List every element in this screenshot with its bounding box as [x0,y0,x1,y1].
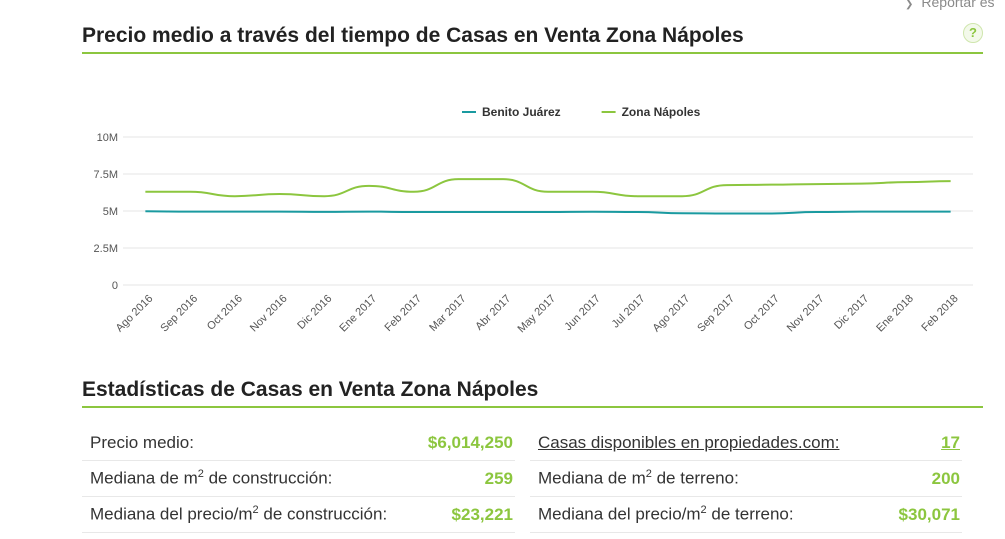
stats-title: Estadísticas de Casas en Venta Zona Nápo… [82,378,983,408]
stat-label: Mediana de m2 de terreno: [538,468,739,488]
x-tick-label: Jul 2017 [610,293,648,331]
y-tick-label: 7.5M [94,169,118,181]
stat-row-mediana-terreno: Mediana de m2 de terreno: 200 [530,461,962,497]
stats-left-column: Precio medio: $6,014,250 Mediana de m2 d… [82,425,515,533]
x-tick-label: Oct 2017 [742,293,782,333]
chevron-right-icon: ❯ [905,0,914,10]
x-tick-label: Abr 2017 [473,293,513,333]
stat-value: 200 [931,468,960,488]
y-tick-label: 10M [97,132,118,144]
stat-label: Mediana del precio/m2 de terreno: [538,504,794,524]
stat-value: $6,014,250 [427,432,513,452]
x-tick-label: Feb 2018 [919,293,960,334]
help-icon[interactable]: ? [963,23,983,43]
stat-row-mediana-construccion: Mediana de m2 de construcción: 259 [82,461,515,497]
chart-title: Precio medio a través del tiempo de Casa… [82,24,983,54]
y-tick-label: 5M [103,206,118,218]
x-tick-label: Ago 2017 [651,293,693,335]
x-tick-label: Nov 2017 [785,293,827,335]
x-tick-label: Ago 2016 [114,293,156,335]
x-tick-label: Jun 2017 [562,293,602,333]
report-link[interactable]: ❯ Reportar es [905,0,995,10]
x-tick-label: Mar 2017 [427,293,468,334]
stat-value: 259 [484,468,513,488]
x-tick-label: Nov 2016 [248,293,290,335]
legend-label: Zona Nápoles [622,105,701,119]
stat-label: Mediana del precio/m2 de construcción: [90,504,388,524]
stat-label: Precio medio: [90,432,194,452]
stat-row-casas-disponibles: Casas disponibles en propiedades.com: 17 [530,425,962,461]
x-tick-label: Ene 2018 [874,293,916,335]
stat-row-precio-m2-construccion: Mediana del precio/m2 de construcción: $… [82,497,515,533]
x-tick-label: Oct 2016 [205,293,245,333]
casas-disponibles-count-link[interactable]: 17 [941,432,960,452]
series-line-1 [145,178,951,198]
casas-disponibles-link[interactable]: Casas disponibles en propiedades.com: [538,432,840,452]
stats-right-column: Casas disponibles en propiedades.com: 17… [530,425,962,533]
y-tick-label: 2.5M [94,243,118,255]
x-tick-label: Dic 2017 [832,293,871,332]
series-line-0 [145,210,951,215]
stat-value: $23,221 [451,504,513,524]
legend-label: Benito Juárez [482,105,561,119]
stat-row-precio-m2-terreno: Mediana del precio/m2 de terreno: $30,07… [530,497,962,533]
x-tick-label: Feb 2017 [383,293,424,334]
stat-value: $30,071 [898,504,960,524]
x-tick-label: Sep 2016 [158,293,200,335]
stat-row-precio-medio: Precio medio: $6,014,250 [82,425,515,461]
x-tick-label: Ene 2017 [337,293,379,335]
x-tick-label: Dic 2016 [295,293,334,332]
x-tick-label: May 2017 [515,293,558,336]
y-tick-label: 0 [112,280,118,292]
stat-label: Mediana de m2 de construcción: [90,468,333,488]
x-tick-label: Sep 2017 [695,293,737,335]
